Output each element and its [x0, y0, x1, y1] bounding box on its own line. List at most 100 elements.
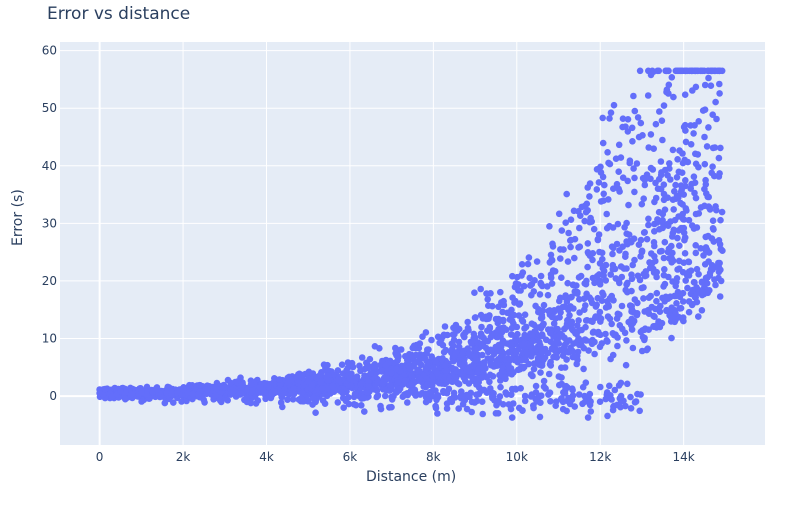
- data-point[interactable]: [701, 133, 708, 141]
- data-point[interactable]: [366, 355, 374, 363]
- data-point[interactable]: [616, 279, 623, 287]
- data-point[interactable]: [373, 387, 381, 394]
- data-point[interactable]: [377, 405, 385, 413]
- data-point[interactable]: [670, 93, 677, 101]
- data-point[interactable]: [564, 258, 572, 265]
- data-point[interactable]: [153, 385, 161, 393]
- data-point[interactable]: [432, 357, 439, 365]
- data-point[interactable]: [532, 302, 539, 310]
- data-point[interactable]: [478, 374, 486, 381]
- data-point[interactable]: [530, 404, 537, 412]
- data-point[interactable]: [594, 236, 602, 244]
- data-point[interactable]: [376, 345, 383, 352]
- data-point[interactable]: [704, 67, 712, 75]
- data-point[interactable]: [339, 389, 346, 397]
- data-point[interactable]: [310, 394, 317, 402]
- data-point[interactable]: [501, 374, 509, 381]
- data-point[interactable]: [671, 188, 678, 195]
- data-point[interactable]: [685, 298, 693, 305]
- data-point[interactable]: [674, 266, 681, 273]
- data-point[interactable]: [588, 218, 595, 225]
- data-point[interactable]: [450, 342, 457, 350]
- data-point[interactable]: [561, 334, 568, 342]
- data-point[interactable]: [596, 277, 604, 285]
- data-point[interactable]: [492, 410, 500, 417]
- data-point[interactable]: [611, 386, 619, 394]
- data-point[interactable]: [625, 201, 632, 209]
- data-point[interactable]: [502, 356, 509, 363]
- data-point[interactable]: [530, 321, 538, 329]
- data-point[interactable]: [692, 194, 700, 202]
- data-point[interactable]: [497, 383, 504, 391]
- data-point[interactable]: [679, 201, 686, 208]
- data-point[interactable]: [289, 396, 297, 403]
- data-point[interactable]: [499, 317, 507, 325]
- data-point[interactable]: [530, 288, 538, 295]
- data-point[interactable]: [486, 371, 494, 379]
- data-point[interactable]: [244, 386, 251, 394]
- data-point[interactable]: [506, 366, 513, 374]
- data-point[interactable]: [709, 217, 717, 224]
- data-point[interactable]: [627, 405, 635, 412]
- data-point[interactable]: [520, 341, 528, 348]
- data-point[interactable]: [247, 399, 255, 407]
- data-point[interactable]: [471, 346, 479, 354]
- data-point[interactable]: [711, 144, 719, 151]
- data-point[interactable]: [669, 146, 677, 154]
- data-point[interactable]: [572, 330, 579, 337]
- data-point[interactable]: [477, 340, 485, 348]
- data-point[interactable]: [574, 290, 581, 297]
- data-point[interactable]: [691, 179, 699, 186]
- data-point[interactable]: [567, 237, 574, 244]
- data-point[interactable]: [441, 323, 449, 330]
- data-point[interactable]: [608, 320, 615, 328]
- data-point[interactable]: [630, 165, 637, 172]
- data-point[interactable]: [495, 325, 502, 333]
- data-point[interactable]: [170, 399, 177, 406]
- data-point[interactable]: [673, 174, 681, 181]
- data-point[interactable]: [674, 156, 681, 163]
- data-point[interactable]: [664, 295, 672, 303]
- data-point[interactable]: [547, 362, 555, 369]
- data-point[interactable]: [367, 370, 375, 377]
- data-point[interactable]: [548, 344, 556, 352]
- data-point[interactable]: [471, 399, 479, 406]
- data-point[interactable]: [530, 365, 538, 373]
- data-point[interactable]: [365, 383, 372, 390]
- data-point[interactable]: [663, 88, 670, 96]
- data-point[interactable]: [230, 387, 238, 395]
- data-point[interactable]: [651, 228, 658, 235]
- data-point[interactable]: [591, 314, 599, 322]
- data-point[interactable]: [651, 242, 658, 250]
- data-point[interactable]: [513, 323, 521, 331]
- data-point[interactable]: [386, 404, 393, 411]
- data-point[interactable]: [276, 376, 283, 383]
- data-point[interactable]: [582, 302, 589, 309]
- data-point[interactable]: [652, 120, 660, 128]
- data-point[interactable]: [439, 333, 447, 341]
- data-point[interactable]: [701, 185, 708, 193]
- data-point[interactable]: [538, 348, 546, 356]
- data-point[interactable]: [422, 390, 430, 398]
- data-point[interactable]: [450, 389, 458, 397]
- data-point[interactable]: [645, 144, 652, 151]
- data-point[interactable]: [466, 368, 473, 375]
- data-point[interactable]: [634, 114, 642, 121]
- data-point[interactable]: [536, 413, 544, 421]
- data-point[interactable]: [678, 169, 686, 176]
- data-point[interactable]: [606, 115, 613, 122]
- data-point[interactable]: [564, 397, 571, 405]
- data-point[interactable]: [629, 138, 636, 145]
- data-point[interactable]: [668, 254, 675, 262]
- data-point[interactable]: [669, 233, 676, 240]
- data-point[interactable]: [636, 407, 643, 415]
- data-point[interactable]: [655, 318, 662, 325]
- data-point[interactable]: [460, 392, 468, 400]
- data-point[interactable]: [613, 180, 621, 188]
- data-point[interactable]: [542, 385, 549, 392]
- data-point[interactable]: [644, 92, 652, 99]
- data-point[interactable]: [616, 322, 624, 329]
- data-point[interactable]: [646, 264, 654, 272]
- data-point[interactable]: [567, 216, 575, 223]
- data-point[interactable]: [547, 271, 555, 278]
